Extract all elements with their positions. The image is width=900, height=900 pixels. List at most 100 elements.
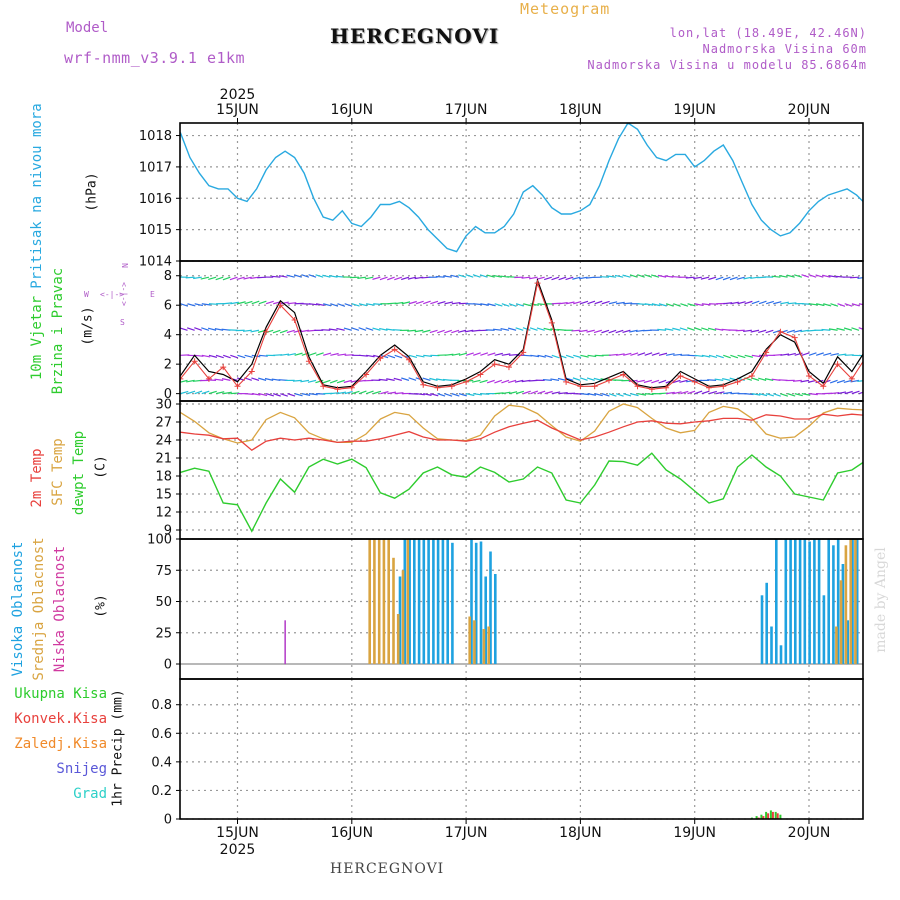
wind-arrow	[423, 354, 433, 357]
wind-arrow	[322, 379, 331, 384]
wind-arrow	[329, 379, 338, 384]
y-tick-label: 25	[155, 626, 172, 641]
wind-arrow	[558, 301, 568, 305]
wind-arrow	[394, 392, 404, 395]
footer-station: HERCEGNOVI	[330, 861, 445, 877]
wind-arrow	[743, 329, 752, 333]
wind-arrow	[251, 354, 261, 358]
wind-arrow	[665, 303, 674, 307]
wind-arrow	[629, 274, 638, 278]
wind-arrow	[386, 378, 395, 381]
wind-arrow	[723, 354, 731, 359]
wind-arrow	[208, 354, 218, 358]
lonlat-label: lon,lat (18.49E, 42.46N)	[669, 26, 867, 40]
wind-arrow	[666, 353, 675, 356]
high-cloud-bar	[765, 582, 768, 665]
wind-arrow	[379, 327, 388, 331]
wind-arrow	[444, 393, 453, 397]
total-precip-bar	[769, 810, 772, 819]
wind-arrow	[523, 390, 531, 395]
high-cloud-bar	[789, 539, 792, 664]
wind-arrow	[351, 327, 360, 331]
model-label: Model	[66, 20, 109, 36]
wind-gust-marker	[791, 334, 798, 341]
wind-arrow	[364, 276, 374, 280]
wind-arrow	[201, 354, 211, 358]
high-cloud-bar	[832, 545, 835, 665]
wind-arrow	[701, 327, 710, 331]
wind-arrow	[479, 274, 488, 278]
wind-arrow	[557, 377, 567, 381]
wind-arrow	[722, 377, 731, 381]
mid-cloud-bar	[377, 539, 381, 664]
y-tick-label: 1014	[139, 255, 172, 270]
wind-arrow	[208, 276, 217, 281]
wind-gust-marker	[820, 383, 827, 390]
wind-arrow	[808, 274, 817, 278]
wind-arrow	[343, 379, 352, 384]
wind-gust-marker	[863, 354, 869, 360]
wind-arrow	[751, 377, 760, 381]
high-cloud-bar	[408, 539, 411, 664]
wind-arrow	[765, 329, 774, 334]
high-cloud-bar	[474, 542, 478, 665]
wind-arrow	[186, 327, 195, 331]
wind-gust-marker	[277, 302, 284, 309]
wind-arrow	[758, 377, 767, 381]
wind-arrow	[415, 354, 425, 358]
high-cloud-bar	[784, 539, 788, 664]
wind-arrow	[315, 303, 325, 306]
wind-arrow	[180, 390, 189, 395]
wind-arrow	[223, 391, 232, 395]
wind-arrow	[458, 274, 467, 278]
wind-arrow	[608, 353, 618, 356]
wind-arrow	[765, 300, 774, 305]
wind-arrow	[508, 379, 517, 384]
wind-arrow	[358, 354, 368, 357]
wind-gust-marker	[763, 349, 770, 356]
wind-arrow	[729, 276, 738, 281]
wind-arrow	[387, 391, 397, 395]
wind-arrow	[336, 327, 345, 331]
x-tick-label-top: 18JUN	[559, 102, 602, 118]
wind-arrow	[680, 303, 689, 307]
wind-arrow	[378, 378, 388, 381]
low-cloud-bar	[284, 620, 286, 665]
wind-arrow	[373, 303, 383, 306]
wind-arrow	[201, 327, 210, 331]
wind-arrow	[536, 327, 545, 331]
wind-arrow	[323, 303, 332, 307]
wind-arrow	[792, 379, 802, 382]
wind-arrow	[328, 328, 338, 331]
wind-arrow	[465, 393, 475, 397]
mid-cloud-bar	[839, 580, 843, 665]
x-tick-label-top: 20JUN	[788, 102, 831, 118]
y-tick-label: 1017	[139, 160, 172, 175]
wind-arrow	[330, 352, 339, 356]
high-cloud-bar	[413, 539, 416, 664]
wind-arrow	[373, 390, 382, 395]
y-tick-label: 21	[155, 452, 172, 467]
compass-we-arrow: <-|->	[100, 290, 125, 299]
wind-arrow	[437, 393, 446, 397]
wind-arrow	[608, 329, 617, 334]
wind-arrow	[707, 327, 717, 331]
wind-arrow	[236, 276, 245, 280]
wind-arrow	[292, 379, 302, 382]
wind-arrow	[437, 300, 446, 305]
wind-arrow	[694, 354, 704, 358]
wind-arrow	[194, 354, 204, 357]
year-label-top: 2025	[220, 87, 256, 103]
high-cloud-bar	[403, 539, 407, 664]
y-tick-label: 100	[147, 533, 172, 548]
wind-gust-marker	[248, 368, 255, 375]
wind-arrow	[701, 303, 711, 306]
wind-arrow	[651, 274, 660, 278]
wind-arrow	[843, 327, 853, 331]
wind-arrow	[565, 276, 574, 281]
wind-arrow	[287, 393, 296, 397]
conv-precip-bar	[767, 813, 770, 819]
high-cloud-bar	[489, 551, 492, 664]
wind-gust-marker	[677, 372, 684, 379]
wind-arrow	[185, 276, 195, 279]
